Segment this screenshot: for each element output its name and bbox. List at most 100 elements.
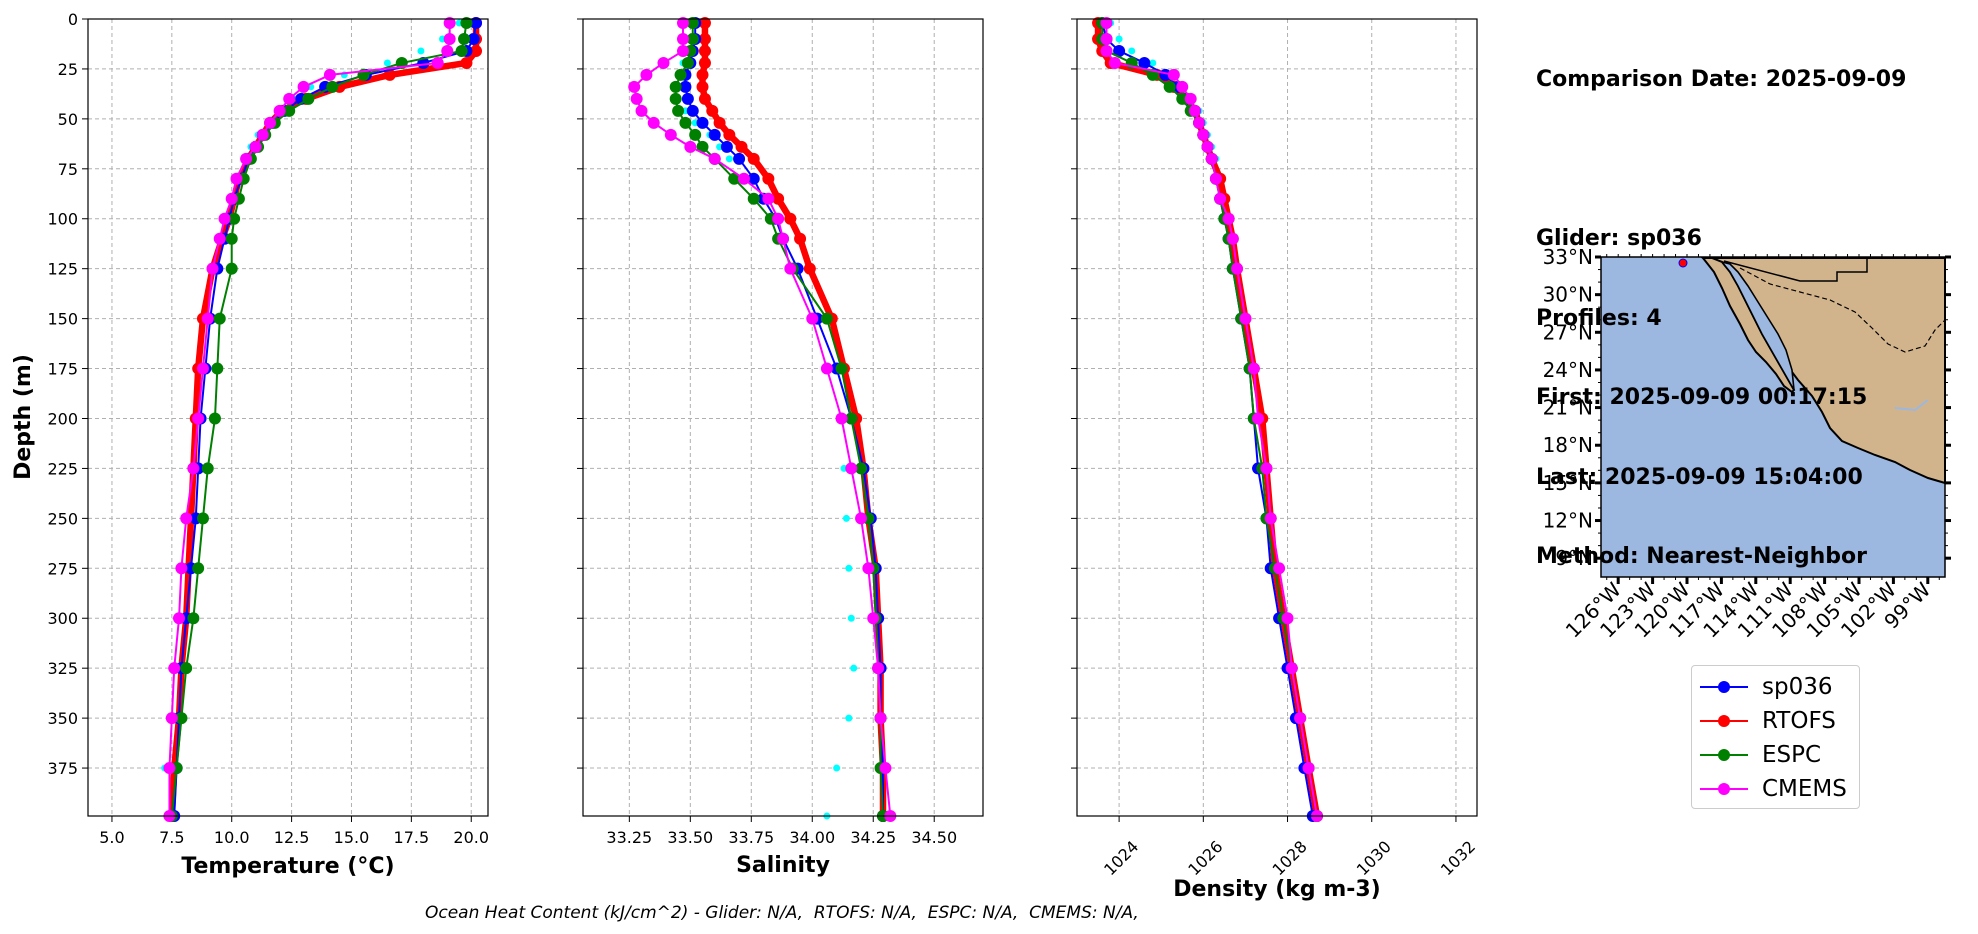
density-xtick-label: 1032	[1437, 837, 1479, 879]
profile-count: Profiles: 4	[1536, 305, 1662, 331]
salinity-point-glider-raw	[845, 564, 853, 572]
salinity-point-cmems	[657, 56, 670, 69]
temperature-point-espc	[225, 232, 238, 245]
temperature-point-espc	[228, 212, 241, 225]
legend-item-rtofs: RTOFS	[1692, 704, 1836, 738]
legend-label-rtofs: RTOFS	[1762, 708, 1836, 734]
temperature-point-glider-raw	[417, 47, 425, 55]
temperature-point-espc	[213, 312, 226, 325]
density-point-espc	[1163, 80, 1176, 93]
salinity-point-espc	[681, 56, 694, 69]
salinity-point-sp036	[733, 152, 746, 165]
temperature-xtick-label: 17.5	[394, 828, 430, 847]
density-point-cmems	[1209, 172, 1222, 185]
salinity-point-espc	[820, 312, 833, 325]
map-lat-label: 27°N	[1543, 320, 1593, 344]
salinity-point-cmems	[820, 362, 833, 375]
temperature-xtick-label: 7.5	[159, 828, 184, 847]
salinity-point-cmems	[628, 80, 641, 93]
temperature-point-espc	[225, 262, 238, 275]
salinity-point-cmems	[647, 116, 660, 129]
glider-name: Glider: sp036	[1536, 226, 1702, 251]
temperature-xlabel: Temperature (°C)	[181, 854, 394, 879]
density-xtick-label: 1026	[1184, 837, 1226, 879]
temperature-point-espc	[455, 44, 468, 57]
depth-tick-label: 0	[68, 10, 78, 29]
map-lat-label: 30°N	[1543, 283, 1593, 307]
salinity-point-cmems	[762, 192, 775, 205]
salinity-point-cmems	[635, 104, 648, 117]
temperature-point-cmems	[273, 104, 286, 117]
temperature-point-cmems	[196, 362, 209, 375]
density-point-cmems	[1100, 44, 1113, 57]
salinity-point-espc	[845, 412, 858, 425]
density-point-glider-raw	[1115, 35, 1123, 43]
depth-tick-label: 200	[47, 409, 78, 428]
salinity-point-cmems	[855, 512, 868, 525]
temperature-panel: 0 25 50 75 100 125 150 175 200 225 250 275 300 325 350…	[11, 10, 489, 879]
density-point-cmems	[1226, 232, 1239, 245]
salinity-point-cmems	[684, 140, 697, 153]
salinity-point-sp036	[681, 92, 694, 105]
salinity-point-glider-raw	[833, 764, 841, 772]
salinity-point-espc	[669, 92, 682, 105]
density-point-cmems	[1197, 128, 1210, 141]
salinity-xtick-label: 33.50	[667, 828, 713, 847]
temperature-point-cmems	[230, 172, 243, 185]
density-axes-frame	[1076, 18, 1478, 817]
temperature-point-espc	[302, 92, 315, 105]
temperature-point-espc	[201, 462, 214, 475]
legend: sp036 RTOFS ESPC CMEMS	[1691, 665, 1860, 809]
density-point-cmems	[1260, 462, 1273, 475]
salinity-line-espc	[674, 22, 884, 817]
temperature-point-espc	[283, 104, 296, 117]
salinity-point-espc	[672, 104, 685, 117]
temperature-point-cmems	[283, 92, 296, 105]
depth-tick-label: 175	[47, 360, 78, 379]
salinity-point-espc	[747, 192, 760, 205]
salinity-point-rtofs	[723, 128, 736, 141]
density-point-cmems	[1285, 662, 1298, 675]
salinity-point-cmems	[845, 462, 858, 475]
salinity-point-rtofs	[698, 32, 711, 45]
depth-tick-label: 25	[58, 60, 78, 79]
temperature-point-cmems	[297, 80, 310, 93]
salinity-axes-frame	[582, 18, 984, 817]
density-xtick-label: 1030	[1353, 837, 1395, 879]
depth-tick-label: 275	[47, 559, 78, 578]
salinity-point-rtofs	[803, 262, 816, 275]
salinity-point-cmems	[677, 16, 689, 29]
density-xlabel: Density (kg m-3)	[1173, 877, 1381, 902]
depth-tick-label: 50	[58, 110, 78, 129]
legend-item-sp036: sp036	[1692, 670, 1832, 704]
salinity-point-cmems	[862, 562, 875, 575]
salinity-point-espc	[835, 362, 848, 375]
density-point-cmems	[1222, 212, 1235, 225]
temperature-point-espc	[458, 32, 471, 45]
temperature-point-cmems	[443, 16, 456, 29]
salinity-point-glider-raw	[842, 514, 850, 522]
depth-ylabel: Depth (m)	[11, 354, 36, 480]
salinity-point-cmems	[777, 232, 789, 245]
temperature-xtick-label: 12.5	[274, 828, 310, 847]
density-point-cmems	[1252, 412, 1265, 425]
temperature-point-cmems	[206, 262, 219, 275]
salinity-point-cmems	[737, 172, 750, 185]
depth-tick-label: 375	[47, 759, 78, 778]
comparison-info: Comparison Date: 2025-09-09 Glider: sp03…	[1536, 14, 1906, 597]
temperature-point-espc	[460, 16, 473, 29]
temperature-point-cmems	[249, 140, 262, 153]
legend-swatch-sp036	[1700, 681, 1748, 693]
salinity-point-sp036	[708, 128, 721, 141]
temperature-point-rtofs	[383, 68, 396, 81]
temperature-point-cmems	[180, 512, 193, 525]
salinity-point-cmems	[677, 44, 689, 57]
temperature-point-espc	[196, 512, 209, 525]
salinity-point-rtofs	[698, 16, 711, 29]
density-point-cmems	[1247, 362, 1260, 375]
salinity-xtick-label: 34.25	[850, 828, 896, 847]
density-xtick-label: 1028	[1269, 837, 1311, 879]
legend-swatch-rtofs	[1700, 715, 1748, 727]
temperature-point-espc	[326, 80, 339, 93]
density-point-cmems	[1100, 16, 1113, 29]
